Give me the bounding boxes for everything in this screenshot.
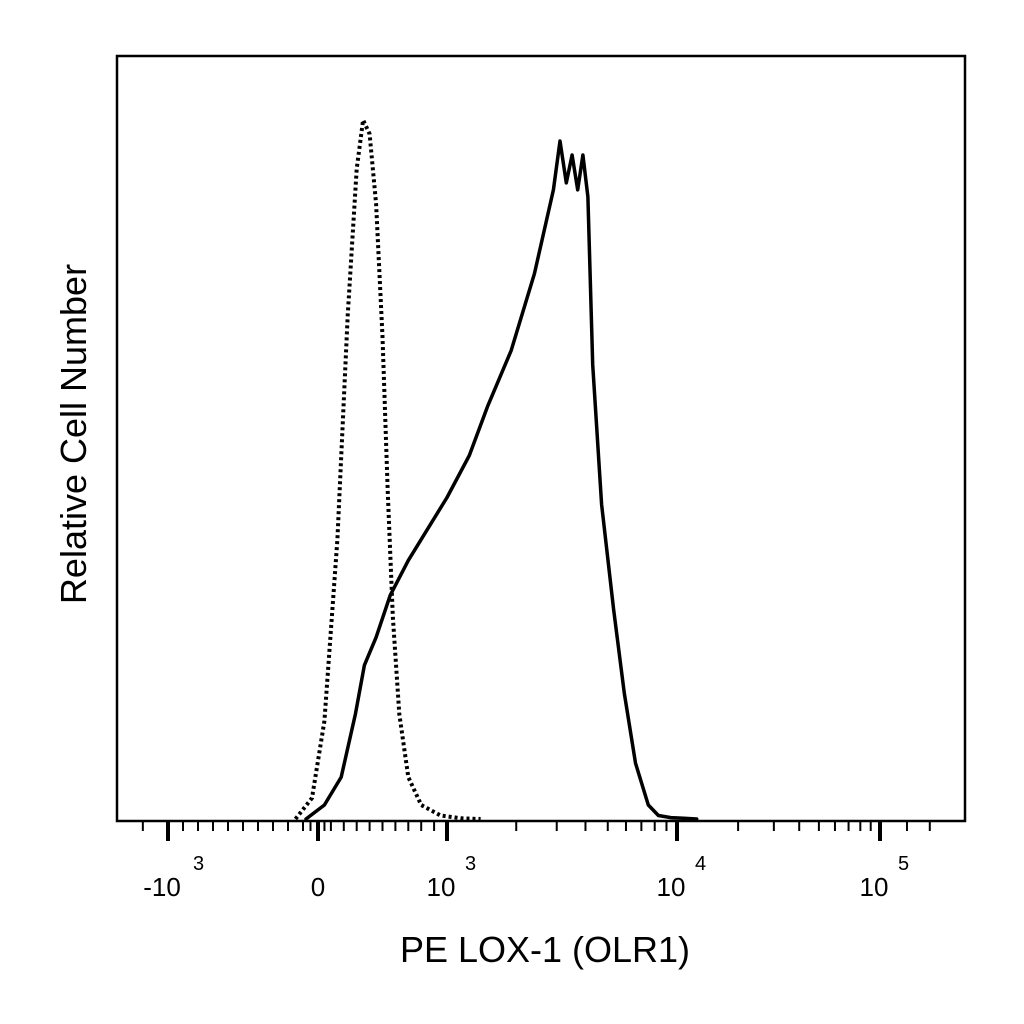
x-tick-label: 10	[427, 872, 456, 902]
x-tick-label: 10	[860, 872, 889, 902]
x-minor-ticks	[141, 821, 931, 831]
series-group	[293, 118, 699, 821]
y-axis-title: Relative Cell Number	[53, 264, 94, 604]
x-tick-exponent: 5	[898, 853, 909, 875]
x-tick-label: 0	[311, 872, 325, 902]
x-tick-label: -10	[143, 872, 181, 902]
x-axis-title: PE LOX-1 (OLR1)	[400, 929, 690, 970]
x-major-ticks	[166, 821, 882, 841]
x-tick-exponent: 3	[193, 853, 204, 875]
x-tick-exponent: 3	[465, 853, 476, 875]
histogram-dotted-line	[293, 118, 481, 821]
x-tick-label: 10	[657, 872, 686, 902]
plot-frame	[115, 54, 967, 823]
x-tick-labels: -10 3 0 10 3 10 4 10 5	[143, 853, 909, 902]
x-tick-exponent: 4	[695, 853, 706, 875]
histogram-solid-line	[304, 139, 699, 821]
